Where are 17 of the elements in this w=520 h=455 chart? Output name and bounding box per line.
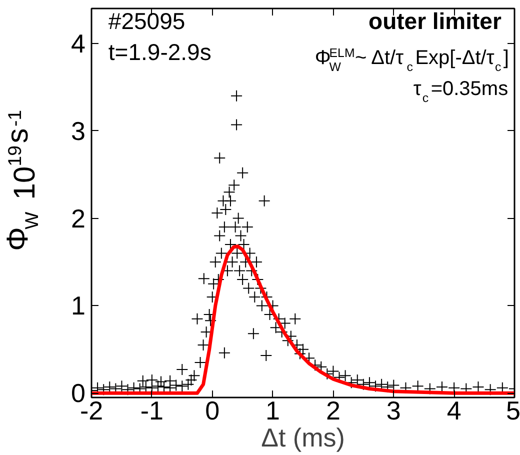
line-series [92,244,514,395]
x-tick-label: 0 [205,396,220,426]
annotation: t=1.9-2.9s [108,38,212,65]
x-tick-label: 2 [326,396,340,426]
annotation: #25095 [108,8,186,34]
annotation: outer limiter [368,8,502,34]
y-tick-label: 1 [71,290,86,321]
y-tick-label: 2 [71,203,86,234]
x-tick-label: 1 [266,396,280,426]
x-axis-title: Δt (ms) [261,422,345,452]
x-tick-label: 5 [506,396,520,426]
x-tick-label: 3 [386,396,401,426]
x-tick-label: -1 [140,396,164,426]
y-tick-label: 3 [71,116,86,146]
y-axis-title: ΦW 1019s-1 [2,110,42,252]
x-tick-label: 4 [446,396,462,426]
y-tick-label: 4 [71,28,86,58]
